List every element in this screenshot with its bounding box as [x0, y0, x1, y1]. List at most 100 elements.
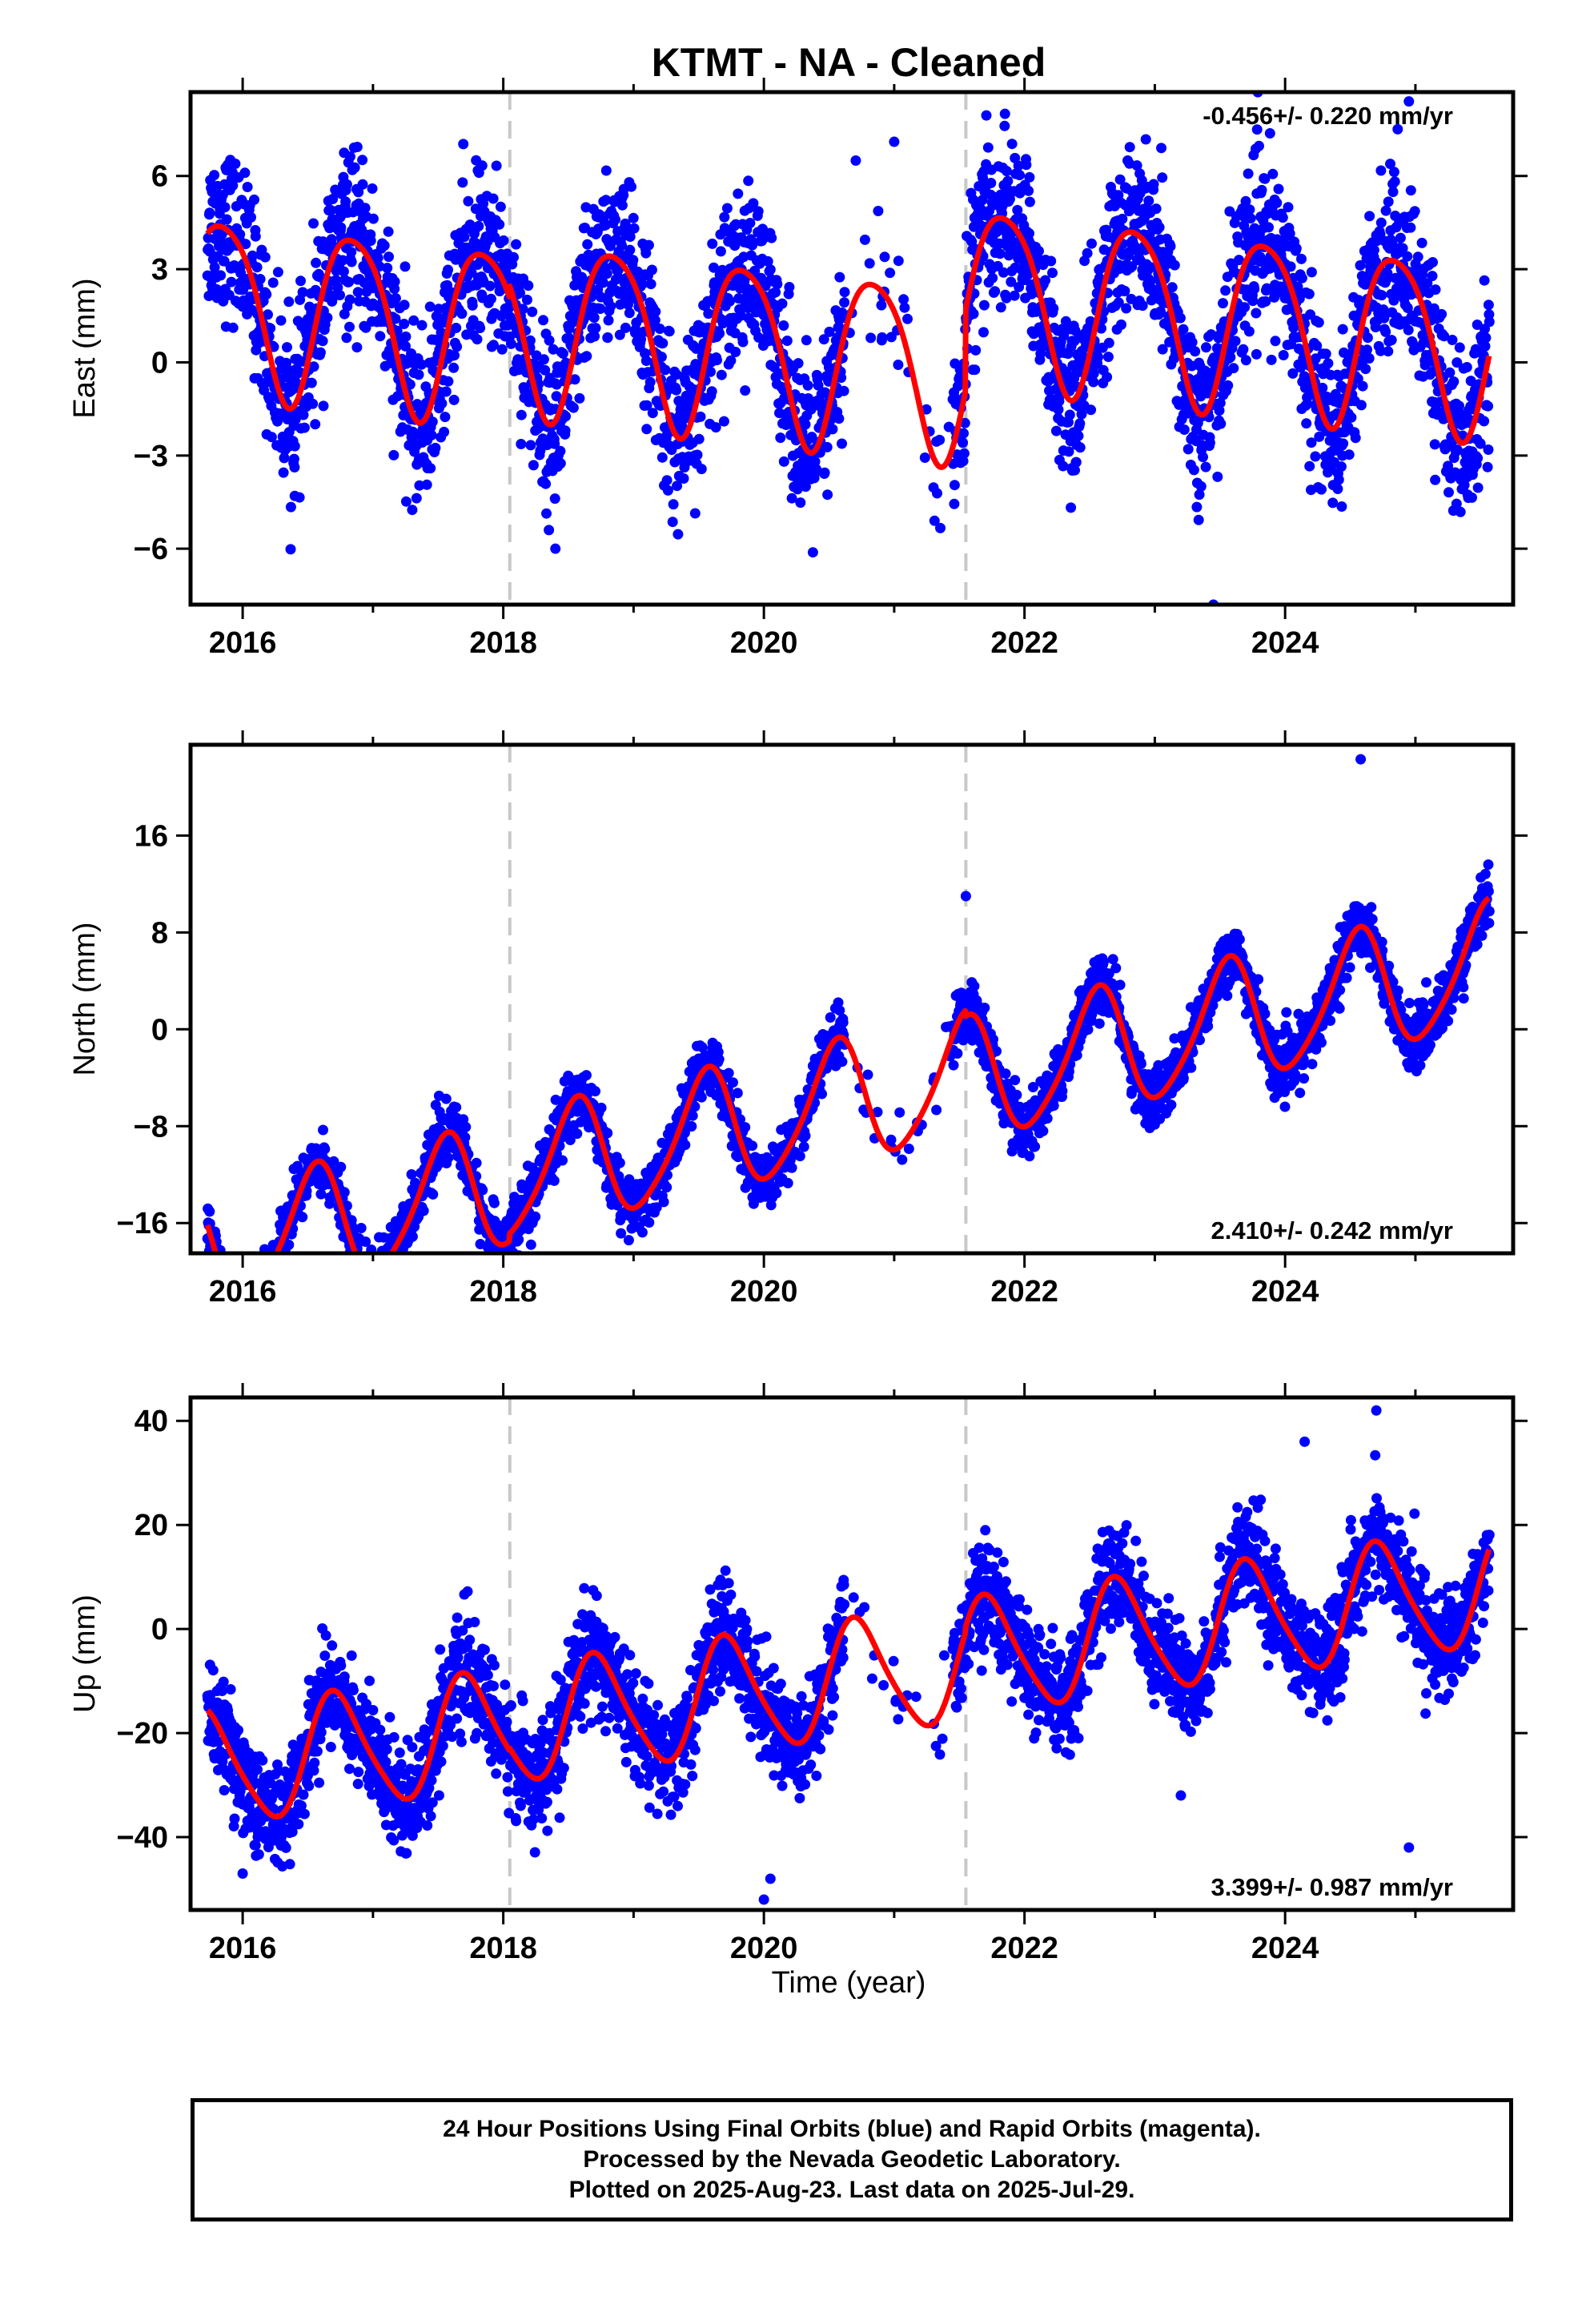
east-data-point: [375, 331, 386, 342]
north-data-point: [747, 1140, 758, 1152]
north-data-point: [548, 1175, 560, 1186]
east-data-point: [408, 315, 420, 326]
east-data-point: [654, 324, 665, 334]
north-data-point: [283, 1239, 295, 1250]
east-data-point: [662, 485, 673, 496]
east-data-point: [1200, 461, 1211, 472]
east-data-point: [1452, 444, 1463, 456]
east-data-point: [1165, 241, 1176, 251]
east-data-point: [885, 332, 897, 343]
east-data-point: [721, 203, 733, 214]
east-data-point: [1195, 480, 1207, 492]
east-data-point: [439, 426, 450, 437]
east-data-point: [1427, 271, 1438, 282]
east-data-point: [1245, 213, 1256, 224]
east-data-point: [818, 334, 829, 345]
east-data-point: [426, 429, 437, 440]
north-data-point: [623, 1235, 634, 1246]
north-data-point: [222, 1260, 232, 1270]
east-data-point: [1178, 324, 1189, 335]
north-data-point: [361, 1270, 371, 1281]
east-data-point: [1040, 275, 1051, 286]
east-data-point: [1455, 506, 1466, 517]
east-data-point: [1332, 484, 1343, 494]
north-data-point: [387, 1261, 397, 1272]
east-data-point: [1143, 195, 1154, 207]
north-data-point: [249, 1318, 259, 1329]
east-data-point: [1198, 452, 1208, 463]
north-data-point: [211, 1261, 221, 1272]
east-data-point: [879, 251, 890, 263]
east-data-point: [1264, 128, 1275, 139]
east-data-point: [745, 218, 756, 228]
east-data-point: [372, 252, 383, 263]
east-data-point: [344, 321, 355, 332]
east-data-point: [762, 255, 773, 267]
east-data-point: [1375, 345, 1386, 356]
east-data-point: [793, 358, 804, 369]
east-data-point: [978, 300, 990, 311]
east-data-point: [786, 493, 797, 504]
east-data-point: [340, 196, 351, 207]
east-data-point: [436, 327, 447, 338]
east-data-point: [498, 235, 509, 246]
east-rate-annotation: -0.456+/- 0.220 mm/yr: [1203, 102, 1453, 130]
east-data-point: [1244, 204, 1255, 215]
east-data-point: [306, 377, 317, 388]
east-data-point: [1102, 372, 1113, 383]
north-data-point: [471, 1157, 482, 1168]
north-data-point: [680, 1140, 691, 1151]
north-data-point: [251, 1263, 262, 1273]
east-data-point: [1376, 290, 1387, 301]
east-data-point: [215, 270, 227, 281]
east-data-point: [614, 329, 625, 340]
east-x-tick-label: 2022: [990, 626, 1058, 660]
east-data-point: [1094, 272, 1105, 283]
east-data-point: [400, 331, 412, 342]
east-data-point: [374, 261, 385, 272]
east-data-point: [1422, 278, 1433, 289]
east-data-point: [1240, 195, 1251, 207]
east-data-point: [1429, 439, 1440, 450]
east-data-point: [1228, 363, 1239, 374]
north-data-point: [371, 1279, 381, 1289]
north-data-point: [395, 1260, 405, 1270]
north-data-point: [319, 1144, 331, 1155]
north-data-point: [359, 1273, 370, 1284]
east-data-point: [893, 255, 904, 267]
east-data-point: [527, 306, 538, 317]
north-data-point: [286, 1255, 296, 1265]
east-data-point: [1430, 474, 1441, 485]
east-data-point: [430, 442, 441, 453]
east-data-point: [838, 385, 849, 396]
east-data-point: [778, 320, 789, 331]
east-outlier-point: [1403, 96, 1415, 107]
north-data-point: [451, 1102, 462, 1113]
east-data-point: [839, 287, 850, 298]
north-data-point: [220, 1261, 231, 1272]
north-data-point: [728, 1077, 738, 1088]
east-data-point: [295, 275, 306, 287]
east-data-point: [457, 177, 468, 188]
east-data-point: [671, 384, 682, 396]
north-data-point: [369, 1261, 379, 1272]
east-data-point: [1409, 206, 1420, 217]
north-data-point: [351, 1269, 361, 1279]
east-data-point: [1378, 304, 1389, 316]
east-data-point: [555, 445, 566, 456]
east-data-point: [1251, 124, 1263, 135]
east-data-point: [235, 229, 246, 240]
east-data-point: [263, 309, 273, 320]
east-data-point: [661, 475, 673, 486]
east-data-point: [325, 205, 336, 215]
east-data-point: [242, 182, 253, 192]
north-data-point: [223, 1261, 233, 1272]
east-data-point: [624, 244, 636, 255]
east-data-point: [1178, 424, 1190, 435]
east-data-point: [935, 522, 946, 533]
north-data-point: [222, 1309, 232, 1320]
east-data-point: [283, 296, 295, 308]
east-data-point: [278, 467, 289, 478]
north-data-point: [352, 1279, 363, 1289]
north-data-point: [328, 1156, 339, 1167]
